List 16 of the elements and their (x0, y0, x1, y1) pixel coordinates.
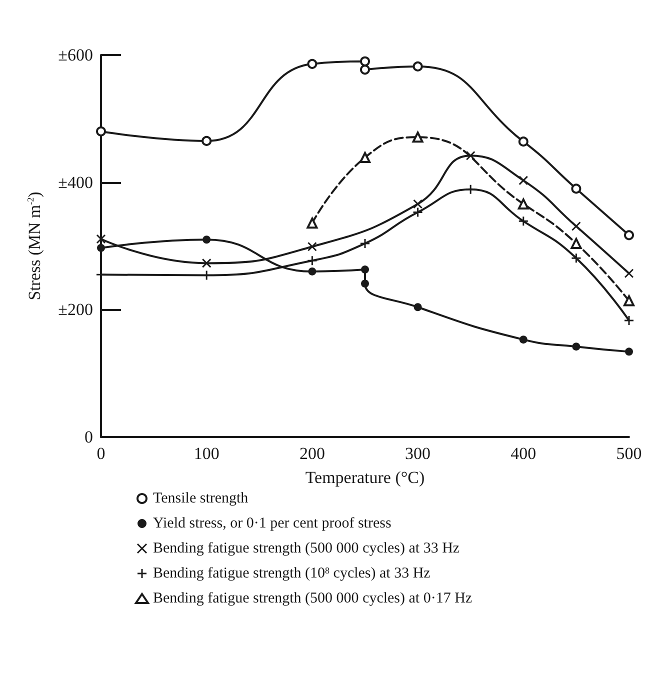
x-tick-label: 400 (510, 444, 536, 463)
y-tick-label: ±600 (58, 46, 93, 64)
x-tick-label: 500 (616, 444, 642, 463)
legend-label: Bending fatigue strength (500 000 cycles) at 33 Hz (153, 540, 460, 556)
x-tick-label: 0 (96, 444, 106, 463)
y-tick-label: ±400 (58, 172, 93, 192)
legend-label: Tensile strength (153, 490, 249, 506)
y-axis-title: Stress (MN m-2) (25, 192, 44, 300)
legend-label: Bending fatigue strength (500 000 cycles) at 0·17 Hz (153, 590, 472, 606)
x-axis-title: Temperature (°C) (305, 468, 425, 487)
legend-label: Yield stress, or 0·1 per cent proof stress (153, 516, 392, 532)
x-tick-label: 100 (194, 444, 220, 463)
y-tick-label: ±200 (58, 300, 93, 320)
x-tick-label: 300 (405, 444, 431, 463)
x-tick-label: 200 (299, 444, 325, 463)
y-tick-label: 0 (84, 428, 93, 446)
